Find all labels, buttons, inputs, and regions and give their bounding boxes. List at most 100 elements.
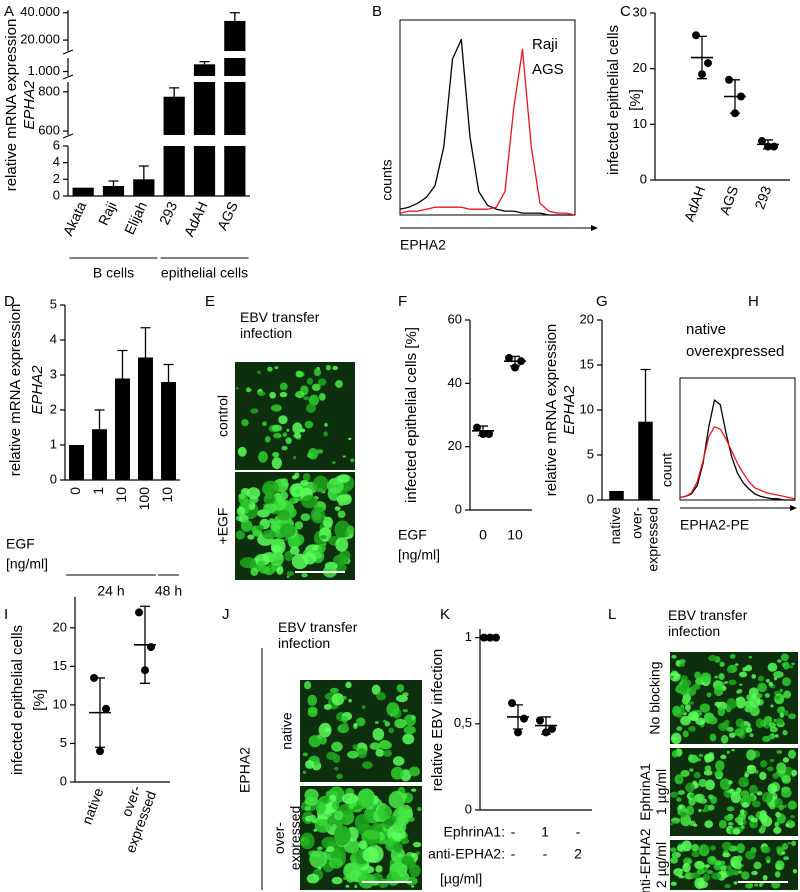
cell — [382, 720, 387, 723]
y-tick-label: 40.000 — [20, 4, 60, 19]
cell — [331, 876, 343, 885]
cell — [693, 771, 701, 779]
cell — [408, 766, 420, 777]
cell — [276, 566, 284, 575]
cell — [761, 791, 773, 803]
cell — [386, 871, 401, 886]
error-bar — [763, 139, 773, 150]
cell — [329, 687, 339, 694]
cell — [689, 793, 695, 799]
cell — [300, 832, 315, 850]
cell — [694, 877, 705, 890]
cell — [734, 663, 739, 666]
cell — [733, 881, 738, 885]
y-tick-label: 1 — [50, 436, 57, 451]
cell — [779, 712, 785, 718]
cell — [317, 378, 327, 386]
y-tick-label: 0 — [53, 187, 60, 202]
arrow-head — [790, 505, 797, 511]
cell — [736, 843, 745, 854]
x-tick-label: 10 — [113, 487, 129, 503]
data-point — [102, 704, 110, 713]
panel-letter: J — [222, 606, 230, 623]
cell — [262, 529, 276, 540]
cell — [323, 516, 334, 529]
panel-letter: G — [596, 293, 608, 310]
cell — [334, 520, 351, 540]
cell — [339, 557, 349, 565]
cell — [688, 686, 697, 697]
cell — [702, 873, 711, 882]
cell — [709, 733, 717, 742]
cell — [344, 486, 350, 492]
cell — [689, 768, 694, 772]
cell — [281, 445, 288, 451]
cell — [270, 520, 275, 524]
arrow-head — [591, 225, 598, 231]
cell — [738, 671, 748, 678]
panel-letter: C — [620, 3, 631, 20]
y-tick-label: 0 — [640, 171, 647, 186]
cell — [750, 817, 759, 823]
data-point — [548, 724, 556, 733]
cell — [273, 433, 282, 439]
cell — [270, 538, 285, 547]
y-tick-label: 0 — [587, 491, 594, 506]
cell — [269, 391, 277, 399]
cell — [746, 764, 757, 774]
bar — [193, 82, 216, 135]
cell — [354, 884, 358, 889]
cell — [257, 560, 265, 570]
cell — [726, 698, 737, 710]
cell — [771, 881, 781, 889]
cell — [325, 364, 331, 371]
error-bar — [94, 409, 105, 430]
cell — [767, 662, 778, 672]
cell — [736, 855, 743, 863]
y-tick-label: 5 — [60, 735, 67, 750]
cell — [285, 437, 292, 445]
x-axis-label: [ng/ml] — [6, 556, 48, 572]
row-value: 2 — [574, 846, 582, 862]
error-bar — [541, 716, 551, 735]
cell — [310, 506, 326, 524]
cell — [238, 493, 246, 500]
micro-image — [235, 362, 355, 470]
y-axis-label: count — [659, 453, 675, 487]
cell — [680, 715, 691, 726]
cell — [402, 692, 409, 697]
cell — [377, 804, 393, 821]
cell — [690, 713, 699, 721]
cell — [704, 820, 714, 829]
cell — [739, 683, 743, 686]
cell — [345, 681, 352, 689]
cell — [676, 797, 682, 802]
cell — [315, 802, 326, 814]
cell — [742, 667, 747, 672]
cell — [375, 748, 385, 757]
cell — [411, 885, 415, 888]
cell — [333, 825, 351, 846]
error-bar — [640, 368, 651, 422]
cell — [306, 377, 314, 385]
cell — [672, 820, 677, 824]
cell — [279, 391, 288, 398]
cell — [263, 503, 278, 514]
cell — [286, 428, 290, 432]
cell — [343, 862, 362, 880]
y-tick-label: 4 — [50, 331, 57, 346]
y-tick-label: 0 — [465, 801, 472, 816]
cell — [751, 870, 758, 876]
cell — [741, 871, 750, 880]
cell — [765, 678, 770, 683]
cell — [718, 819, 727, 829]
error-bar — [140, 605, 150, 684]
cell — [707, 855, 717, 865]
cell — [326, 751, 337, 760]
y-axis-label: counts — [379, 159, 395, 200]
cell — [684, 704, 691, 711]
group-label: 48 h — [155, 583, 182, 599]
cell — [271, 424, 283, 432]
cell — [782, 730, 788, 736]
cell — [773, 826, 782, 834]
